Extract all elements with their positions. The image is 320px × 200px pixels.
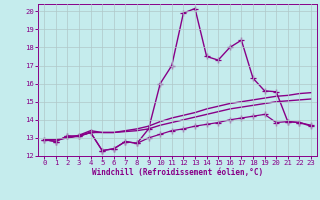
X-axis label: Windchill (Refroidissement éolien,°C): Windchill (Refroidissement éolien,°C) bbox=[92, 168, 263, 177]
